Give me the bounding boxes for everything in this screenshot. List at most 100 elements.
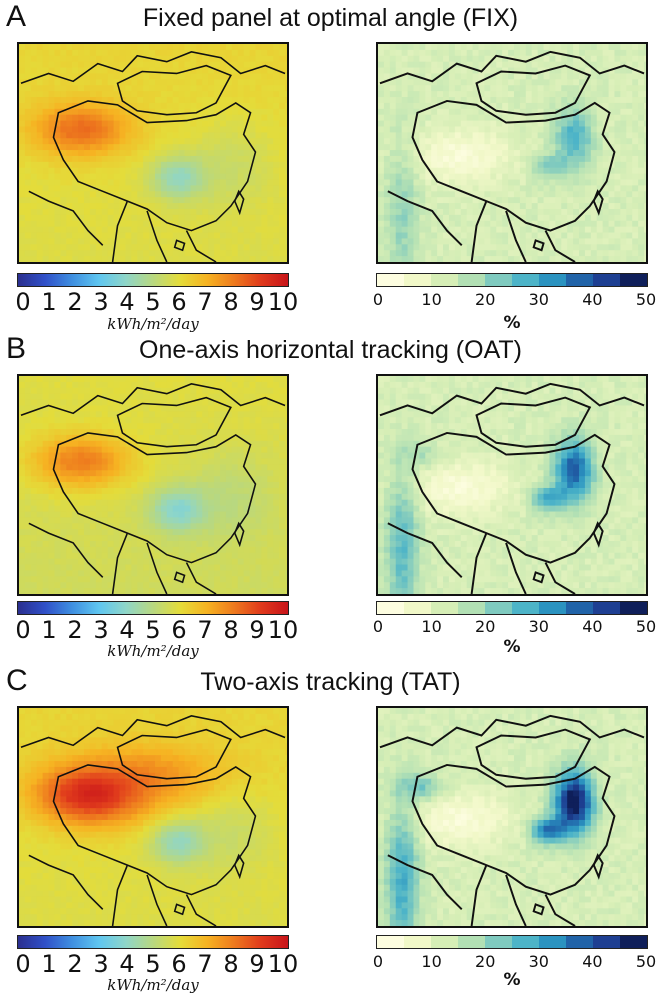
border-line xyxy=(116,64,232,116)
border-line xyxy=(505,542,527,594)
border-line xyxy=(592,853,604,880)
border-line xyxy=(111,864,129,926)
colorbar-tick-label: 0 xyxy=(372,290,384,309)
border-line xyxy=(387,190,463,247)
border-line xyxy=(173,571,186,584)
colorbar-tick-label: 2 xyxy=(67,950,83,978)
border-line xyxy=(544,562,576,594)
colorbar-tick-label: 8 xyxy=(223,288,239,316)
country-borders xyxy=(20,715,286,926)
colorbar-tick-label: 0 xyxy=(372,617,384,636)
border-line xyxy=(52,100,257,232)
border-line xyxy=(116,728,232,780)
border-line xyxy=(52,432,257,564)
border-line xyxy=(592,189,604,216)
irradiance-colorbar xyxy=(17,601,289,615)
colorbar-tick-label: 3 xyxy=(93,288,109,316)
border-line xyxy=(111,200,129,262)
solar-irradiance-map xyxy=(17,374,289,596)
panel-letter: B xyxy=(6,332,27,365)
border-line xyxy=(146,874,168,926)
panel-title: One-axis horizontal tracking (OAT) xyxy=(139,336,522,364)
border-line xyxy=(146,210,168,262)
colorbar-tick-label: 6 xyxy=(171,950,187,978)
colorbar-tick-label: 30 xyxy=(528,952,549,971)
country-borders xyxy=(379,50,645,262)
border-line xyxy=(28,522,104,578)
country-borders xyxy=(20,51,286,262)
percent-unit-label: % xyxy=(503,313,521,333)
irradiance-unit-label: kWh/m²/day xyxy=(107,642,199,660)
colorbar-tick-label: 30 xyxy=(528,617,549,636)
colorbar-tick-label: 20 xyxy=(475,617,496,636)
irradiance-unit-label: kWh/m²/day xyxy=(107,976,199,994)
border-line xyxy=(475,64,592,116)
solar-irradiance-map xyxy=(17,42,289,264)
colorbar-tick-label: 3 xyxy=(93,950,109,978)
border-line xyxy=(592,521,604,548)
border-line xyxy=(387,522,463,579)
percent-heatmap xyxy=(378,376,646,594)
colorbar-tick-label: 10 xyxy=(267,616,299,644)
colorbar-tick-label: 30 xyxy=(528,290,549,309)
irradiance-colorbar xyxy=(17,935,289,949)
heatmap-cells xyxy=(19,376,287,594)
border-line xyxy=(475,728,592,780)
colorbar-tick-label: 8 xyxy=(223,616,239,644)
colorbar-tick-label: 10 xyxy=(421,290,442,309)
border-line xyxy=(20,383,286,417)
percent-unit-label: % xyxy=(503,970,521,990)
colorbar-tick-label: 1 xyxy=(41,288,57,316)
border-line xyxy=(233,853,245,880)
colorbar-tick-label: 4 xyxy=(119,616,135,644)
percent-gain-map xyxy=(376,42,648,264)
border-line xyxy=(532,239,545,252)
colorbar-tick-label: 7 xyxy=(197,616,213,644)
border-line xyxy=(544,230,576,262)
country-borders xyxy=(379,382,645,594)
percent-gain-map xyxy=(376,374,648,596)
border-line xyxy=(505,210,527,262)
heatmap-cells xyxy=(378,708,646,926)
colorbar-tick-label: 10 xyxy=(267,288,299,316)
irradiance-colorbar-ticks: 0 1 2 3 4 5 6 7 8 9 10 xyxy=(15,950,298,978)
percent-gain-map xyxy=(376,706,648,928)
percent-colorbar xyxy=(376,601,648,615)
panel-title: Two-axis tracking (TAT) xyxy=(200,668,461,696)
border-line xyxy=(379,50,645,85)
irradiance-colorbar-ticks: 0 1 2 3 4 5 6 7 8 9 10 xyxy=(15,288,298,316)
colorbar-tick-label: 9 xyxy=(249,950,265,978)
colorbar-tick-label: 40 xyxy=(582,952,603,971)
irradiance-colorbar xyxy=(17,273,289,287)
border-line xyxy=(28,854,104,910)
irradiance-colorbar-ticks: 0 1 2 3 4 5 6 7 8 9 10 xyxy=(15,616,298,644)
colorbar-tick-label: 50 xyxy=(635,952,657,971)
percent-heatmap xyxy=(378,708,646,926)
irradiance-heatmap xyxy=(19,708,287,926)
border-line xyxy=(470,864,488,926)
border-line xyxy=(173,239,186,252)
colorbar-tick-label: 4 xyxy=(119,950,135,978)
colorbar-tick-label: 7 xyxy=(197,950,213,978)
percent-heatmap xyxy=(378,44,646,262)
border-line xyxy=(20,51,286,85)
colorbar-tick-label: 50 xyxy=(635,290,657,309)
colorbar-tick-label: 50 xyxy=(635,617,657,636)
border-line xyxy=(233,189,245,216)
border-line xyxy=(379,714,645,749)
colorbar-tick-label: 10 xyxy=(421,617,442,636)
percent-colorbar xyxy=(376,935,648,949)
heatmap-cells xyxy=(378,376,646,594)
colorbar-tick-label: 6 xyxy=(171,288,187,316)
border-line xyxy=(185,230,217,262)
border-line xyxy=(505,874,527,926)
border-line xyxy=(146,542,168,594)
border-line xyxy=(173,903,186,916)
percent-unit-label: % xyxy=(503,637,521,657)
percent-colorbar-ticks: 0 10 20 30 40 50 xyxy=(372,617,656,641)
colorbar-tick-label: 20 xyxy=(475,952,496,971)
colorbar-tick-label: 20 xyxy=(475,290,496,309)
border-line xyxy=(52,764,257,896)
